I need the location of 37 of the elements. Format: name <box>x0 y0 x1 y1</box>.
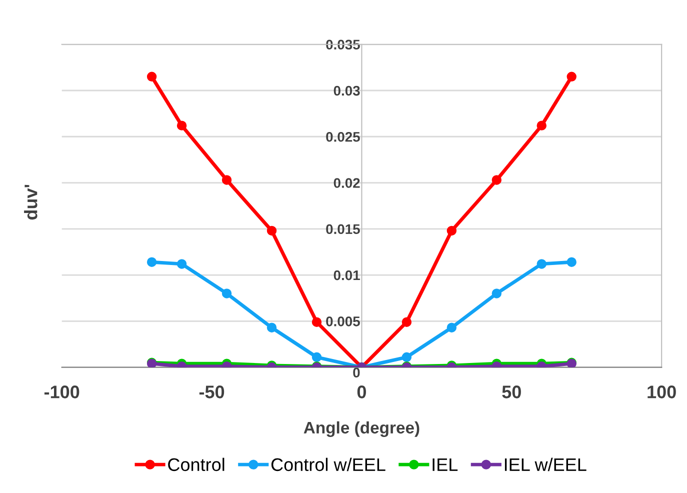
point <box>176 120 187 130</box>
point <box>146 257 157 267</box>
point <box>492 288 502 298</box>
point <box>536 259 546 269</box>
legend-label: IEL <box>432 458 458 471</box>
point <box>146 72 157 82</box>
point <box>492 175 502 185</box>
y-tick-label: 0.01 <box>334 270 360 280</box>
y-tick-label: 0.02 <box>334 178 360 188</box>
y-tick-label: 0.025 <box>326 132 360 142</box>
point <box>176 259 187 269</box>
legend-label: Control <box>168 458 224 472</box>
point <box>536 120 546 130</box>
point <box>266 322 277 332</box>
x-tick-label: 100 <box>648 386 676 398</box>
point <box>402 352 412 362</box>
x-tick-label: -50 <box>199 386 224 398</box>
point <box>312 317 322 327</box>
legend-label: IEL w/EEL <box>504 458 586 472</box>
legend-label: Control w/EEL <box>271 458 386 472</box>
y-tick-label: 0 <box>353 368 360 378</box>
point <box>312 352 322 362</box>
x-tick-label: 50 <box>502 386 521 398</box>
point <box>266 226 277 236</box>
point <box>566 257 576 267</box>
x-axis-title: Angle (degree) <box>304 421 420 437</box>
y-tick-label: 0.015 <box>326 224 360 234</box>
point <box>402 317 412 327</box>
y-tick-label: 0.03 <box>334 86 360 96</box>
point <box>446 322 457 332</box>
point <box>222 288 232 298</box>
y-axis-title: duv' <box>24 184 38 220</box>
point <box>222 175 232 185</box>
point <box>566 72 576 82</box>
y-tick-label: 0.005 <box>326 316 360 326</box>
x-tick-label: -100 <box>44 386 80 398</box>
point <box>446 226 457 236</box>
